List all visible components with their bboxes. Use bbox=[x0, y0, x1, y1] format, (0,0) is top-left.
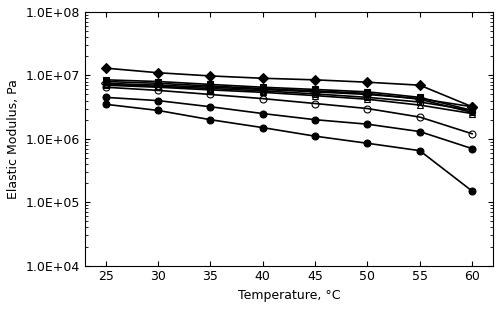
X-axis label: Temperature, °C: Temperature, °C bbox=[238, 289, 340, 302]
Y-axis label: Elastic Modulus, Pa: Elastic Modulus, Pa bbox=[7, 79, 20, 199]
